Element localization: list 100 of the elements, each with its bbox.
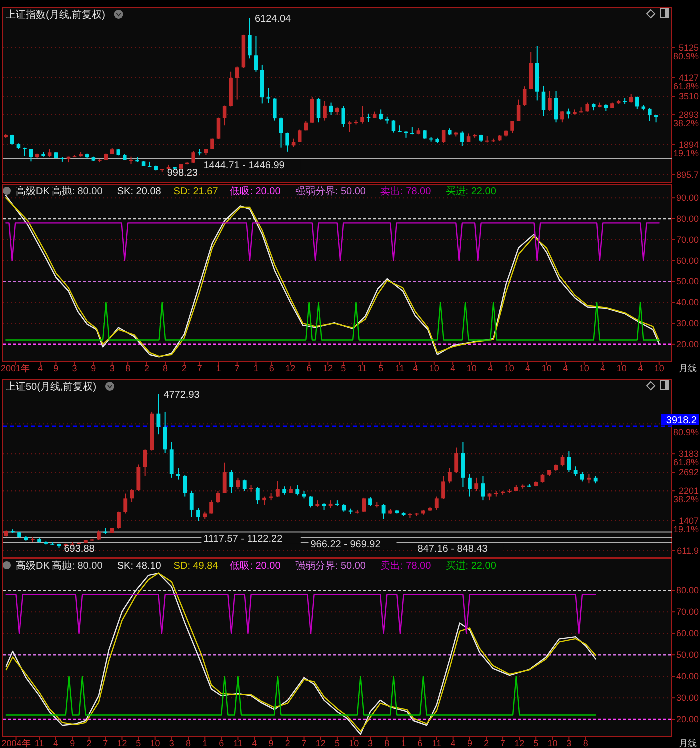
x-tick-label: 5 [534,738,539,748]
candlestick [266,88,271,104]
candlestick [548,90,552,112]
y-tick-label: 50.00 [676,276,699,287]
x-tick-label: 8 [583,738,588,748]
candlestick [542,85,546,117]
x-tick-label: 9 [91,364,96,374]
x-tick-label: 3 [169,738,174,748]
y-tick-label: 1894 [678,140,699,150]
chart-title: 上证50(月线,前复权) [6,381,97,393]
x-tick-label: 7 [500,738,506,748]
candlestick [235,66,240,100]
x-tick-label: 8 [163,364,168,374]
x-tick-label: 2 [86,738,92,748]
series-label: SD: 49.84 [174,561,219,572]
candlestick [230,470,234,494]
x-tick-label: 4 [600,364,606,374]
candlestick [362,497,366,513]
candlestick [29,148,34,162]
candlestick [522,86,527,107]
candlestick [163,411,168,454]
candlestick [392,120,396,134]
x-tick-label: 11 [432,738,442,748]
y-tick-label: 3183 [678,449,699,460]
x-tick-label: 2 [182,364,187,374]
x-tick-label: 5 [334,738,340,748]
text: 买进: 22.00 [446,560,497,572]
x-tick-label: 2004年 [2,738,31,748]
y-tick-label: 60.00 [676,256,699,266]
x-tick-label: 4 [638,364,644,374]
candlestick [143,449,148,477]
y2-tick-label: 19.1% [673,148,699,159]
x-tick-label: 12 [117,738,128,748]
candlestick [273,98,277,122]
candlestick [442,130,446,144]
candlestick [156,394,161,436]
x-tick-label: 8 [126,364,131,374]
candlestick [124,493,128,514]
candlestick [516,99,521,122]
y-tick-label: 30.00 [676,693,699,704]
y2-tick-label: 38.2% [673,118,699,129]
y-tick-label: 611.9 [677,546,699,556]
y-tick-label: 2201 [678,486,699,496]
candlestick [276,480,280,498]
candlestick [248,18,252,60]
candlestick [279,117,284,148]
candlestick [216,117,221,140]
x-tick-label: 3 [110,364,115,374]
x-tick-label: 4 [526,364,531,374]
x-tick-label: 8 [186,738,192,748]
candlestick [286,132,290,152]
y2-tick-label: 61.8% [673,81,699,92]
candlestick [130,488,134,503]
candlestick [474,477,479,492]
x-tick-label: 1 [401,738,406,748]
x-tick-label: 10 [616,364,627,374]
x-tick-label: 5 [341,364,346,374]
ref-line-label: 低吸: 20.00 [230,186,282,198]
text: 卖出: 78.00 [380,186,432,198]
candlestick [510,120,514,134]
text: SK: 20.08 [117,186,162,198]
x-tick-label: 1 [202,738,208,748]
y-tick-label: 30.00 [676,318,699,329]
x-tick-label: 10 [429,364,440,374]
chart-title: 上证指数(月线,前复权) [6,9,106,21]
candlestick [176,468,180,480]
candlestick [360,106,364,124]
x-tick-label: 5 [378,364,384,374]
candlestick [382,504,386,520]
x-tick-label: 3 [368,738,374,748]
x-tick-label: 9 [70,738,76,748]
annotation: 4772.93 [164,390,200,402]
candlestick [554,90,558,124]
x-tick-label: 2 [484,738,490,748]
y-tick-label: 2692 [678,468,699,478]
candlestick [222,105,227,126]
x-tick-label: 4 [563,364,568,374]
x-tick-label: 10 [548,738,558,748]
x-tick-label: 10 [542,364,552,374]
y-tick-label: 20.00 [676,714,699,725]
y2-tick-label: 38.2% [673,494,699,505]
text: 买进: 22.00 [446,186,497,198]
y2-tick-label: 80.9% [673,51,699,62]
x-tick-label: 4 [53,738,58,748]
x-tick-label: 11 [395,364,405,374]
y-tick-label: 40.00 [676,298,699,308]
x-tick-label: 9 [54,364,59,374]
y-tick-label: 4127 [678,72,699,83]
candlestick [566,108,571,120]
x-tick-label: 11 [358,364,368,374]
x-tick-label: 10 [504,364,514,374]
candlestick [296,484,300,496]
x-tick-label: 3 [72,364,78,374]
candlestick [434,496,439,510]
candlestick [580,472,584,482]
x-tick-label: 9 [268,738,274,748]
y-tick-label: 80.00 [676,586,699,596]
x-tick-label: 10 [349,738,360,748]
ref-line-label: 3918.2 [666,415,698,426]
candlestick [323,100,327,122]
